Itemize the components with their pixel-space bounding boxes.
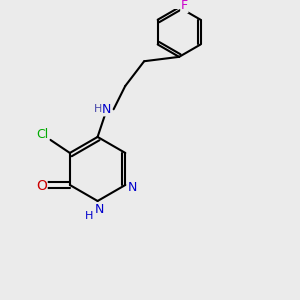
Text: H: H xyxy=(94,104,102,114)
Text: H: H xyxy=(85,211,94,220)
Text: N: N xyxy=(94,202,104,216)
Text: N: N xyxy=(102,103,112,116)
Text: F: F xyxy=(181,0,188,12)
Text: N: N xyxy=(128,182,137,194)
Text: Cl: Cl xyxy=(37,128,49,140)
Text: N: N xyxy=(94,202,104,216)
Text: O: O xyxy=(36,179,47,194)
